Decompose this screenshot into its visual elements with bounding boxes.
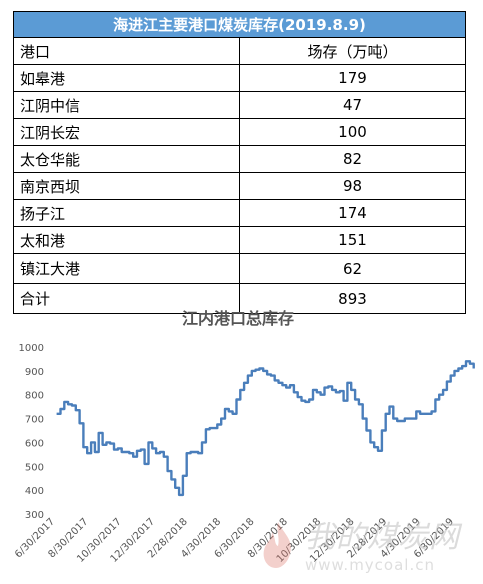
x-axis: 6/30/20178/30/201710/30/201712/30/20172/… xyxy=(13,516,456,565)
table-row: 太仓华能 82 xyxy=(13,145,466,173)
row-stock: 100 xyxy=(239,118,466,146)
y-tick-label: 300 xyxy=(25,510,44,521)
row-stock: 62 xyxy=(239,253,466,284)
inventory-line-chart: 江内港口总库存 1000 900 800 700 600 500 400 300 6/30/2… xyxy=(13,309,475,565)
total-label: 合计 xyxy=(13,283,240,314)
table-row: 江阴长宏 100 xyxy=(13,118,466,146)
row-stock: 98 xyxy=(239,172,466,200)
table-header-row: 港口 场存（万吨） xyxy=(13,37,466,65)
table-row: 南京西坝 98 xyxy=(13,172,466,200)
stock-table-container: 海进江主要港口煤炭库存(2019.8.9) 港口 场存（万吨） 如皋港 179 … xyxy=(13,11,466,314)
stock-table: 海进江主要港口煤炭库存(2019.8.9) 港口 场存（万吨） 如皋港 179 … xyxy=(13,11,466,314)
table-total-row: 合计 893 xyxy=(13,283,466,314)
table-row: 江阴中信 47 xyxy=(13,91,466,119)
row-port: 如皋港 xyxy=(13,64,240,92)
row-port: 江阴长宏 xyxy=(13,118,240,146)
table-row: 太和港 151 xyxy=(13,226,466,254)
row-port: 江阴中信 xyxy=(13,91,240,119)
y-tick-label: 400 xyxy=(25,486,44,497)
y-tick-label: 1000 xyxy=(19,343,44,354)
y-tick-label: 800 xyxy=(25,391,44,402)
table-title-row: 海进江主要港口煤炭库存(2019.8.9) xyxy=(13,11,466,38)
y-tick-label: 500 xyxy=(25,462,44,473)
y-tick-label: 700 xyxy=(25,415,44,426)
row-port: 镇江大港 xyxy=(13,253,240,284)
row-port: 太仓华能 xyxy=(13,145,240,173)
row-port: 扬子江 xyxy=(13,199,240,227)
y-tick-label: 900 xyxy=(25,367,44,378)
row-port: 太和港 xyxy=(13,226,240,254)
row-stock: 174 xyxy=(239,199,466,227)
table-title: 海进江主要港口煤炭库存(2019.8.9) xyxy=(13,11,466,38)
header-stock: 场存（万吨） xyxy=(239,37,466,65)
row-stock: 179 xyxy=(239,64,466,92)
total-value: 893 xyxy=(239,283,466,314)
table-row: 如皋港 179 xyxy=(13,64,466,92)
header-port: 港口 xyxy=(13,37,240,65)
chart-title: 江内港口总库存 xyxy=(182,309,294,328)
table-row: 扬子江 174 xyxy=(13,199,466,227)
row-stock: 47 xyxy=(239,91,466,119)
y-tick-label: 600 xyxy=(25,438,44,449)
row-stock: 82 xyxy=(239,145,466,173)
table-row: 镇江大港 62 xyxy=(13,253,466,284)
series-line xyxy=(56,360,475,497)
row-stock: 151 xyxy=(239,226,466,254)
row-port: 南京西坝 xyxy=(13,172,240,200)
y-axis: 1000 900 800 700 600 500 400 300 xyxy=(19,343,44,521)
